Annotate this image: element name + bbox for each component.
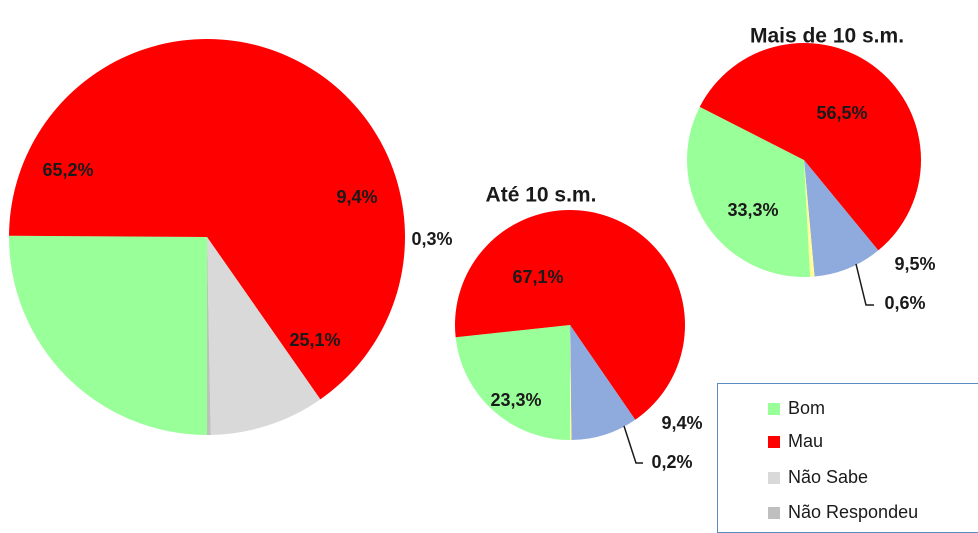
legend-label-mau: Mau xyxy=(788,431,824,451)
data-label-mau: 56,5% xyxy=(816,103,867,123)
legend-label-bom: Bom xyxy=(788,398,826,418)
legend-item-bom: Bom xyxy=(768,398,825,419)
chart-legend: Bom Mau Não Sabe Não Respondeu xyxy=(717,383,978,533)
leader-line-nao-respondeu xyxy=(855,263,874,306)
pie-slice-nao-sabe xyxy=(570,325,636,440)
data-label-bom: 23,3% xyxy=(490,390,541,410)
pie-slice-mau xyxy=(9,38,406,400)
pie-slice-nao-sabe xyxy=(207,237,321,435)
data-label-nao-sabe: 9,5% xyxy=(894,254,935,274)
pie-total: 25,1% 65,2% 9,4% 0,3% xyxy=(9,38,453,435)
data-label-nao-sabe: 9,4% xyxy=(661,413,702,433)
data-label-nao-respondeu: 0,2% xyxy=(651,452,692,472)
pie-slice-mau xyxy=(699,43,921,251)
chart-title: Até 10 s.m. xyxy=(486,184,597,207)
pie-slice-bom xyxy=(455,325,570,440)
legend-swatch-nao-sabe xyxy=(768,471,780,484)
legend-item-nao-sabe: Não Sabe xyxy=(768,467,868,488)
data-label-bom: 25,1% xyxy=(289,330,340,350)
legend-item-nao-respondeu: Não Respondeu xyxy=(768,502,918,523)
data-label-bom: 33,3% xyxy=(727,200,778,220)
pie-slice-nao-respondeu xyxy=(207,237,211,435)
legend-label-nao-sabe: Não Sabe xyxy=(788,467,869,487)
pie-slice-bom xyxy=(687,106,811,277)
legend-item-mau: Mau xyxy=(768,431,823,452)
chart-title: Mais de 10 s.m. xyxy=(750,25,904,48)
data-label-mau: 65,2% xyxy=(42,160,93,180)
pie-slice-mau xyxy=(454,209,685,420)
pie-slice-bom xyxy=(9,235,208,435)
data-label-mau: 67,1% xyxy=(512,267,563,287)
legend-label-nao-respondeu: Não Respondeu xyxy=(788,502,919,522)
pie-slice-nao-respondeu xyxy=(804,160,815,277)
pie-mais-10: 33,3% 56,5% 9,5% 0,6% Mais de 10 s.m. xyxy=(687,25,936,313)
pie-slice-nao-respondeu xyxy=(570,325,572,440)
pie-ate-10: 23,3% 67,1% 9,4% 0,2% Até 10 s.m. xyxy=(454,184,703,472)
legend-swatch-nao-respondeu xyxy=(768,506,780,519)
data-label-nao-respondeu: 0,6% xyxy=(884,293,925,313)
leader-line-nao-respondeu xyxy=(623,425,643,464)
data-label-nao-respondeu: 0,3% xyxy=(411,229,452,249)
pie-slice-nao-sabe xyxy=(804,160,879,277)
legend-swatch-bom xyxy=(768,402,780,415)
legend-swatch-mau xyxy=(768,435,780,448)
data-label-nao-sabe: 9,4% xyxy=(336,187,377,207)
